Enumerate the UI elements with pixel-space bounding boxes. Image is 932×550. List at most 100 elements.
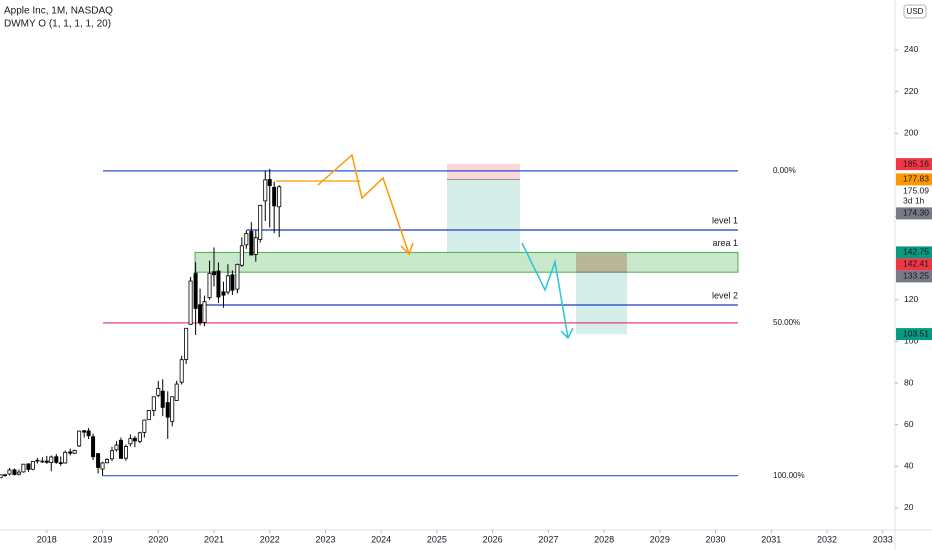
stop-zone — [447, 164, 520, 180]
level-label: level 2 — [712, 290, 738, 300]
candle-body — [68, 451, 73, 454]
candle-body — [211, 271, 216, 276]
y-tick-label: 100 — [904, 336, 918, 346]
x-tick-label: 2018 — [37, 534, 57, 544]
candle-body — [40, 460, 45, 463]
candle-body — [174, 383, 179, 401]
chart-title: Apple Inc, 1M, NASDAQ — [4, 6, 113, 17]
arrow-head — [400, 242, 414, 256]
candle-body — [216, 270, 221, 298]
x-tick-label: 2024 — [371, 534, 391, 544]
price-label: 175.09 — [903, 186, 929, 196]
price-label-bg — [896, 158, 932, 171]
x-tick-label: 2032 — [817, 534, 837, 544]
x-tick-label: 2031 — [761, 534, 781, 544]
candle-body — [198, 304, 203, 324]
candle-body — [30, 461, 35, 470]
candle-body — [16, 471, 21, 475]
price-label: 142.41 — [903, 259, 929, 269]
candle-body — [258, 205, 263, 240]
candle-body — [249, 231, 254, 256]
y-tick-label: 240 — [904, 44, 918, 54]
arrow — [317, 153, 410, 255]
candle-body — [63, 451, 68, 464]
candle-body — [244, 233, 249, 246]
currency-badge[interactable] — [903, 4, 927, 19]
price-label: 103.51 — [903, 328, 929, 338]
candle-body — [160, 390, 165, 408]
price-label: 185.16 — [903, 158, 929, 168]
candle-body — [263, 179, 268, 202]
y-tick-label: 200 — [904, 127, 918, 137]
candle-body — [239, 245, 244, 266]
level-label: 50.00% — [773, 318, 800, 327]
x-tick-label: 2026 — [483, 534, 503, 544]
price-label: 177.83 — [903, 174, 929, 184]
x-tick-label: 2025 — [427, 534, 447, 544]
candle-body — [72, 450, 77, 454]
plot: area 1 0.00% level 1 level 2 50.00% 100.00% — [0, 164, 805, 480]
level-label: 100.00% — [773, 471, 805, 480]
price-label-bg — [896, 258, 932, 271]
candle-body — [0, 474, 3, 479]
candle-body — [96, 453, 101, 468]
candle-body — [253, 237, 258, 255]
candle-body — [170, 396, 175, 422]
y-tick-label: 220 — [904, 86, 918, 96]
y-tick-label: 20 — [904, 502, 914, 512]
candle-body — [188, 280, 193, 325]
candle-body — [128, 438, 133, 445]
area-zone — [194, 251, 739, 273]
candle-body — [156, 388, 161, 396]
level-label: level 1 — [712, 215, 738, 225]
price-label: 133.25 — [903, 271, 929, 281]
candle-body — [277, 186, 282, 208]
indicator: DWMY O (1, 1, 1, 1, 20) — [4, 19, 111, 30]
candle-body — [207, 272, 212, 299]
target-zone — [576, 272, 627, 335]
price-label-bg — [896, 207, 932, 220]
candle-body — [142, 419, 147, 433]
candle-body — [118, 439, 123, 459]
x-tick-label: 2027 — [538, 534, 558, 544]
candle-body — [165, 402, 170, 418]
area-label: area 1 — [712, 238, 738, 248]
candle-body — [151, 396, 156, 411]
price-label: 142.75 — [903, 247, 929, 257]
stop-zone — [576, 253, 627, 273]
candle-body — [184, 327, 189, 360]
y-tick-label: 80 — [904, 377, 914, 387]
y-tick-label: 120 — [904, 294, 918, 304]
candle-body — [12, 469, 17, 476]
price-label-bg — [896, 270, 932, 283]
x-tick-label: 2029 — [650, 534, 670, 544]
x-tick-label: 2020 — [148, 534, 168, 544]
y-tick-label: 60 — [904, 419, 914, 429]
x-tick-label: 2033 — [873, 534, 893, 544]
x-tick-label: 2022 — [260, 534, 280, 544]
price-label: 174.30 — [903, 208, 929, 218]
level-label: 0.00% — [773, 166, 796, 175]
currency[interactable]: USD — [907, 7, 924, 16]
x-tick-label: 2021 — [204, 534, 224, 544]
candle-body — [91, 436, 96, 458]
candle-body — [21, 463, 26, 473]
price-label-bg — [896, 328, 932, 341]
price-label-bg — [896, 173, 932, 186]
candle-body — [54, 456, 59, 463]
target-zone — [447, 179, 520, 253]
candle-body — [100, 462, 105, 470]
candle-body — [193, 272, 198, 309]
x-tick-label: 2028 — [594, 534, 614, 544]
candle-body — [26, 463, 31, 470]
x-tick-label: 2030 — [706, 534, 726, 544]
candle-body — [114, 444, 119, 451]
candle-body — [267, 179, 272, 187]
countdown: 3d 1h — [903, 196, 925, 206]
candle-body — [221, 291, 226, 296]
candle-body — [146, 410, 151, 421]
candle-body — [104, 459, 109, 464]
candle-body — [82, 430, 87, 433]
